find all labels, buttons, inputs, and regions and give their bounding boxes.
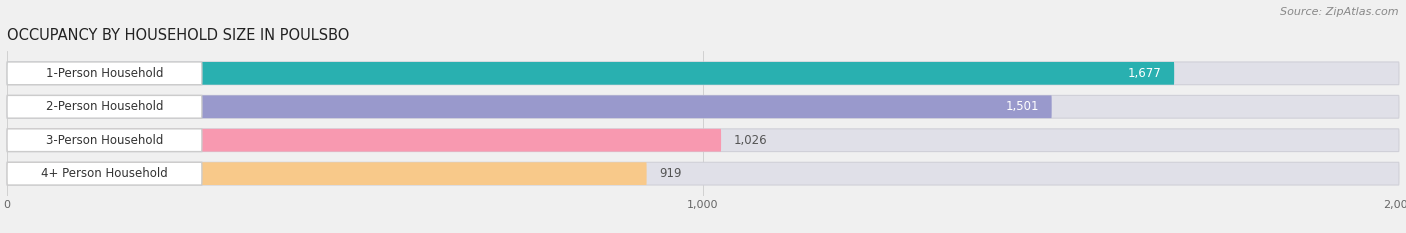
FancyBboxPatch shape (7, 95, 1052, 118)
Text: Source: ZipAtlas.com: Source: ZipAtlas.com (1281, 7, 1399, 17)
FancyBboxPatch shape (7, 129, 1399, 152)
Text: 1,677: 1,677 (1128, 67, 1161, 80)
Text: 4+ Person Household: 4+ Person Household (41, 167, 167, 180)
Text: 1,501: 1,501 (1005, 100, 1039, 113)
FancyBboxPatch shape (7, 95, 202, 118)
FancyBboxPatch shape (7, 162, 202, 185)
FancyBboxPatch shape (7, 129, 721, 152)
FancyBboxPatch shape (7, 129, 202, 152)
Text: 1,026: 1,026 (734, 134, 768, 147)
FancyBboxPatch shape (7, 162, 1399, 185)
FancyBboxPatch shape (7, 62, 1399, 85)
Text: 919: 919 (659, 167, 682, 180)
FancyBboxPatch shape (7, 62, 1174, 85)
FancyBboxPatch shape (7, 62, 202, 85)
Text: 1-Person Household: 1-Person Household (46, 67, 163, 80)
FancyBboxPatch shape (7, 162, 647, 185)
Text: 2-Person Household: 2-Person Household (46, 100, 163, 113)
Text: 3-Person Household: 3-Person Household (46, 134, 163, 147)
FancyBboxPatch shape (7, 95, 1399, 118)
Text: OCCUPANCY BY HOUSEHOLD SIZE IN POULSBO: OCCUPANCY BY HOUSEHOLD SIZE IN POULSBO (7, 28, 350, 43)
